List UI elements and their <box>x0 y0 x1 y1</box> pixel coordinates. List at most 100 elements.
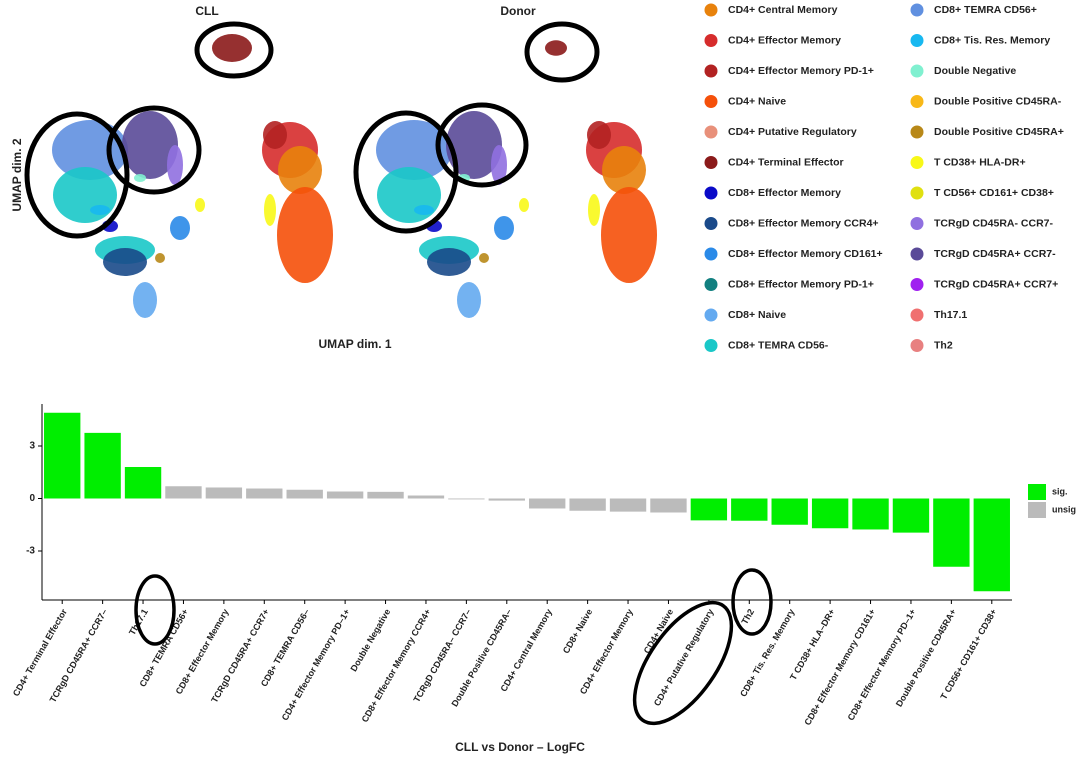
bar <box>529 498 566 509</box>
legend-label: unsig. <box>1052 504 1076 514</box>
legend-swatch <box>704 3 718 17</box>
umap-cluster <box>103 248 147 276</box>
umap-cluster <box>170 216 190 240</box>
umap-cluster <box>52 120 128 180</box>
umap-panels <box>52 34 657 318</box>
bar <box>407 495 445 499</box>
bar <box>165 486 202 499</box>
umap-cluster <box>494 216 514 240</box>
annotation-ellipses <box>24 21 773 726</box>
legend-swatch <box>704 339 718 352</box>
bar <box>488 498 525 501</box>
x-tick-label: T CD38+ HLA–DR+ <box>788 607 837 682</box>
legend-label: CD4+ Naive <box>728 95 786 107</box>
x-tick-label: Th2 <box>739 607 756 626</box>
umap-cluster <box>122 111 178 179</box>
bar <box>852 498 889 530</box>
legend-swatch <box>1028 502 1046 518</box>
bar <box>84 432 121 499</box>
legend-label: TCRgD CD45RA- CCR7- <box>934 217 1054 229</box>
y-tick-label: 3 <box>29 441 35 452</box>
umap-cluster <box>167 145 183 185</box>
bar <box>448 498 485 500</box>
annotation <box>106 105 202 195</box>
umap-title-right: Donor <box>500 4 536 18</box>
legend-swatch <box>704 34 718 47</box>
x-tick-label: CD8+ Effector Memory CCR4+ <box>360 607 433 724</box>
legend-label: Th17.1 <box>934 309 967 321</box>
bar <box>326 491 364 499</box>
x-axis-title: CLL vs Donor – LogFC <box>455 740 585 754</box>
legend-swatch <box>704 95 718 108</box>
legend-swatch <box>910 95 924 108</box>
umap-cluster <box>457 282 481 318</box>
legend-swatch <box>704 64 718 78</box>
x-tick-label: CD8+ Naive <box>561 607 595 655</box>
legend-label: CD8+ TEMRA CD56+ <box>934 4 1037 16</box>
umap-x-label: UMAP dim. 1 <box>318 337 391 351</box>
bar <box>609 498 647 512</box>
umap-cluster <box>212 34 252 62</box>
legend-label: TCRgD CD45RA+ CCR7+ <box>934 278 1058 290</box>
legend-swatch <box>910 217 924 230</box>
legend-swatch <box>704 278 718 291</box>
legend-label: Double Positive CD45RA- <box>934 95 1062 107</box>
umap-cluster <box>377 167 441 223</box>
bar <box>892 498 930 533</box>
bar <box>811 498 849 529</box>
umap-cluster <box>195 198 205 212</box>
legend-label: sig. <box>1052 486 1068 496</box>
annotation <box>524 21 600 83</box>
legend-swatch <box>910 125 924 139</box>
legend-swatch <box>704 186 718 200</box>
umap-cluster <box>414 205 434 215</box>
umap-cluster <box>90 205 110 215</box>
legend-label: Double Negative <box>934 65 1016 77</box>
legend-label: CD8+ Effector Memory CCR4+ <box>728 217 879 229</box>
bar <box>44 412 81 499</box>
legend-swatch <box>910 278 924 291</box>
bar <box>246 488 283 499</box>
umap-cluster <box>545 40 567 56</box>
legend-swatch <box>910 156 924 169</box>
legend-swatch <box>910 308 924 322</box>
y-tick-label: -3 <box>26 546 35 557</box>
umap-y-label: UMAP dim. 2 <box>10 138 24 211</box>
umap-cluster <box>263 121 287 149</box>
annotation <box>731 568 773 636</box>
umap-cluster <box>427 248 471 276</box>
bar <box>205 487 243 499</box>
bar <box>124 467 162 499</box>
legend-label: CD8+ Effector Memory <box>728 187 841 199</box>
legend-label: CD8+ TEMRA CD56- <box>728 339 829 351</box>
annotation <box>632 600 734 726</box>
legend-swatch <box>704 125 718 139</box>
umap-cluster <box>446 111 502 179</box>
umap-title-left: CLL <box>195 4 218 18</box>
umap-cluster <box>479 253 489 263</box>
umap-cluster <box>277 187 333 283</box>
legend-label: Th2 <box>934 339 953 351</box>
umap-cluster <box>601 187 657 283</box>
legend-swatch <box>910 186 924 200</box>
umap-cluster <box>587 121 611 149</box>
x-tick-label: CD4+ Naive <box>642 607 676 655</box>
legend-label: CD4+ Effector Memory PD-1+ <box>728 65 874 77</box>
umap-cluster <box>134 174 146 182</box>
annotation <box>134 574 176 646</box>
umap-legend: CD4+ Central Memory CD4+ Effector Memory C… <box>704 3 1064 352</box>
umap-cluster <box>133 282 157 318</box>
x-tick-label: Double Negative <box>348 607 392 673</box>
y-tick-label: 0 <box>29 493 35 504</box>
annotation <box>435 102 529 188</box>
annotation <box>194 21 274 79</box>
legend-label: CD4+ Terminal Effector <box>728 156 844 168</box>
legend-label: TCRgD CD45RA+ CCR7- <box>934 248 1056 260</box>
legend-swatch <box>910 3 924 17</box>
umap-cluster <box>491 145 507 185</box>
annotation <box>24 111 130 239</box>
bar <box>650 498 687 513</box>
bar <box>690 498 728 521</box>
bar <box>569 498 606 511</box>
